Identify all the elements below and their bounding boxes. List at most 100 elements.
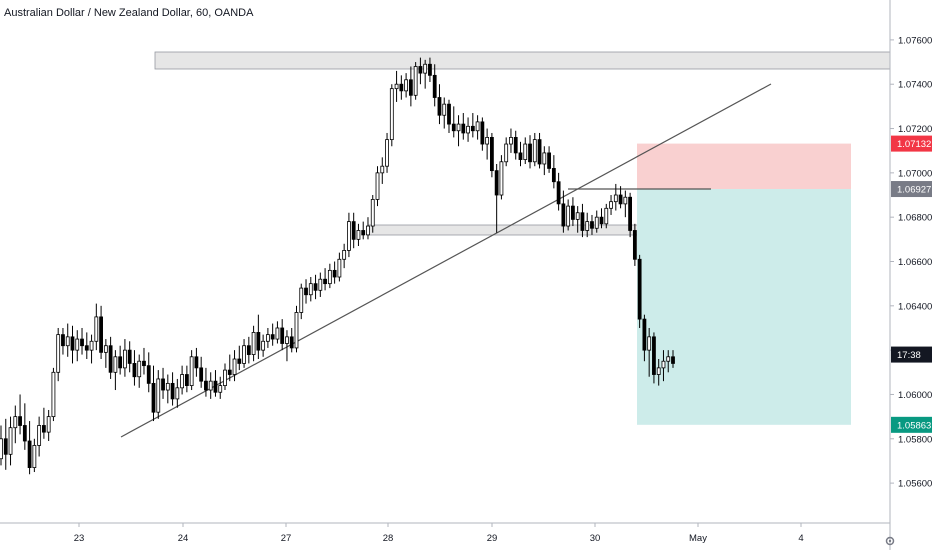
price-tick-label: 1.07600	[898, 35, 932, 46]
candle	[261, 334, 266, 357]
candle	[313, 274, 318, 300]
resistance-zone[interactable]	[154, 51, 891, 70]
candle	[528, 135, 532, 169]
candle	[480, 117, 485, 151]
candle	[251, 325, 256, 362]
candle	[599, 208, 604, 229]
candle	[127, 341, 132, 373]
candle	[494, 163, 499, 233]
drawing-zones	[154, 51, 891, 425]
take-profit-price-label: 1.05863	[891, 416, 932, 433]
candle	[118, 345, 123, 375]
candle	[632, 223, 637, 266]
price-tick-label: 1.06000	[898, 390, 932, 401]
price-tick-label: 1.07200	[898, 124, 932, 135]
candle	[618, 186, 623, 209]
candle	[351, 212, 356, 249]
candle	[666, 350, 671, 373]
stop-loss-price-label: 1.07132	[891, 135, 932, 152]
candle	[180, 365, 185, 395]
candle	[299, 283, 304, 320]
candle	[366, 217, 370, 240]
time-tick-label: 29	[487, 533, 498, 544]
candle	[89, 334, 94, 364]
candle	[56, 327, 61, 382]
candle	[661, 350, 666, 382]
candle	[470, 113, 475, 138]
candle	[137, 354, 142, 388]
candle	[456, 115, 461, 147]
candle	[432, 64, 437, 107]
candle	[227, 354, 232, 382]
candle	[571, 197, 575, 227]
svg-text:17:38: 17:38	[897, 350, 921, 361]
candle	[518, 141, 523, 167]
candle	[394, 70, 399, 102]
candle	[327, 263, 332, 289]
candle	[108, 336, 113, 379]
candle	[332, 261, 337, 284]
candle	[189, 350, 194, 391]
candle	[637, 254, 642, 328]
candle	[194, 347, 199, 377]
candle	[447, 99, 451, 133]
candle	[580, 203, 585, 238]
candle	[51, 367, 56, 422]
candle	[575, 206, 580, 233]
candle	[356, 223, 361, 246]
candle	[523, 137, 528, 164]
price-tick-label: 1.05800	[898, 434, 932, 445]
candle	[8, 416, 13, 466]
candle	[213, 370, 218, 397]
candle	[594, 210, 599, 233]
candle	[513, 130, 518, 160]
candle	[142, 347, 146, 375]
time-tick-label: 4	[798, 533, 803, 544]
candle	[103, 339, 108, 368]
take-profit-zone[interactable]	[637, 189, 851, 425]
candle	[318, 272, 323, 297]
price-tick-label: 1.05600	[898, 479, 932, 490]
price-axis[interactable]: 1.07600 1.07400 1.07200 1.07000 1.06800 1.066…	[889, 0, 932, 550]
candle	[370, 195, 375, 233]
candle	[647, 327, 652, 377]
candle	[656, 359, 661, 386]
candle	[80, 327, 84, 355]
candle	[404, 73, 409, 98]
candle	[613, 183, 618, 211]
candle	[442, 97, 447, 129]
time-tick-label: 27	[281, 533, 292, 544]
candle	[13, 405, 18, 444]
candle	[132, 350, 137, 386]
candle	[3, 418, 8, 470]
candle	[75, 330, 80, 362]
candle	[256, 314, 261, 360]
candle	[18, 394, 22, 435]
candle	[270, 323, 275, 346]
entry-price-label: 1.06927	[891, 181, 932, 198]
candle	[590, 214, 594, 235]
candle	[475, 115, 480, 140]
candle	[532, 132, 537, 167]
axis-settings-gear-icon[interactable]	[885, 536, 895, 546]
candle	[461, 113, 466, 140]
candle	[27, 421, 32, 475]
chart-title: Australian Dollar / New Zealand Dollar, …	[4, 7, 254, 19]
candle	[485, 128, 490, 160]
candle	[509, 128, 513, 153]
candle	[156, 370, 161, 419]
candle	[208, 372, 213, 399]
candle	[375, 166, 380, 207]
candle	[428, 57, 432, 82]
candle	[246, 336, 251, 364]
candle	[46, 409, 51, 442]
stop-loss-zone[interactable]	[637, 143, 851, 190]
candle	[285, 330, 289, 362]
candle	[94, 303, 99, 351]
time-tick-label: May	[689, 533, 707, 544]
time-axis[interactable]: 23 24 27 28 29 30 May 4	[0, 522, 895, 546]
candle	[308, 277, 313, 302]
time-tick-label: 28	[383, 533, 394, 544]
candle	[337, 252, 342, 282]
